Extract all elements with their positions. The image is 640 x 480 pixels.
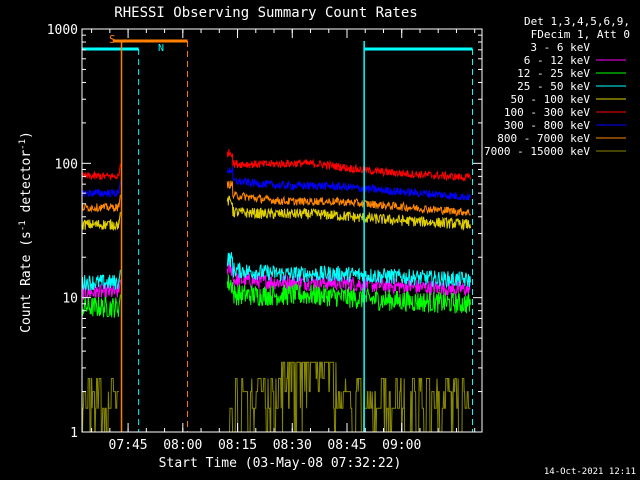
series-800-7000-kev [81, 180, 471, 217]
plot-area: SN [81, 33, 474, 433]
legend-header-decimation: FDecim 1, Att 0 [531, 28, 630, 41]
series-12-25-kev [81, 274, 471, 318]
x-tick-label: 07:45 [109, 438, 148, 453]
series-segment [226, 166, 471, 201]
series-segment [81, 326, 121, 370]
footer-timestamp: 14-Oct-2021 12:11 [544, 467, 636, 477]
legend: Det 1,3,4,5,6,9, FDecim 1, Att 0 3 - 6 k… [484, 15, 630, 158]
legend-label: 50 - 100 keV [511, 93, 591, 106]
series-50-100-kev [81, 195, 471, 232]
y-axis: 1 10 100 1000 [47, 23, 482, 441]
x-tick-label: 08:15 [218, 438, 257, 453]
legend-label: 25 - 50 keV [517, 80, 590, 93]
series-segment [81, 211, 121, 231]
series-7000-15000-kev [82, 361, 471, 433]
series-segment [81, 294, 121, 318]
annotations: SN [82, 33, 474, 432]
series-segment [226, 195, 471, 232]
y-tick-label: 100 [55, 157, 78, 172]
series-segment [81, 180, 121, 198]
y-tick-label: 10 [62, 292, 78, 307]
y-axis-title: Count Rate (s-1 detector-1) [18, 131, 34, 333]
x-tick-label: 08:45 [327, 438, 366, 453]
x-tick-label: 08:30 [273, 438, 312, 453]
legend-label: 100 - 300 keV [504, 106, 590, 119]
series-segment [81, 194, 121, 213]
series-segment [226, 252, 471, 289]
x-tick-label: 08:00 [163, 438, 202, 453]
night-label: N [158, 43, 164, 54]
x-axis: 07:45 08:00 08:15 08:30 08:45 09:00 [91, 29, 476, 453]
series-segment [82, 378, 119, 433]
y-tick-label: 1 [70, 426, 78, 441]
series-segment [226, 148, 471, 182]
series-100-300-kev [81, 148, 471, 182]
y-tick-label: 1000 [47, 23, 78, 38]
series-segment [81, 163, 121, 181]
legend-label: 12 - 25 keV [517, 67, 590, 80]
plot-frame [81, 28, 483, 433]
legend-label: 300 - 800 keV [504, 119, 590, 132]
x-tick-label: 09:00 [382, 438, 421, 453]
chart-title: RHESSI Observing Summary Count Rates [114, 5, 417, 21]
legend-label: 6 - 12 keV [524, 54, 591, 67]
legend-label: 3 - 6 keV [530, 41, 590, 54]
series-25-50-kev [81, 252, 471, 291]
series-segment [81, 269, 121, 291]
legend-label: 800 - 7000 keV [497, 132, 590, 145]
legend-label: 7000 - 15000 keV [484, 145, 590, 158]
series-segment [227, 361, 471, 433]
legend-header-detectors: Det 1,3,4,5,6,9, [524, 15, 630, 28]
saa-label: S [109, 33, 116, 46]
series-300-800-kev [81, 166, 471, 201]
series-segment [226, 274, 471, 314]
series-segment [226, 180, 471, 217]
series-segment [226, 304, 471, 367]
x-axis-title: Start Time (03-May-08 07:32:22) [159, 456, 402, 471]
series-3-6-kev [81, 304, 471, 370]
